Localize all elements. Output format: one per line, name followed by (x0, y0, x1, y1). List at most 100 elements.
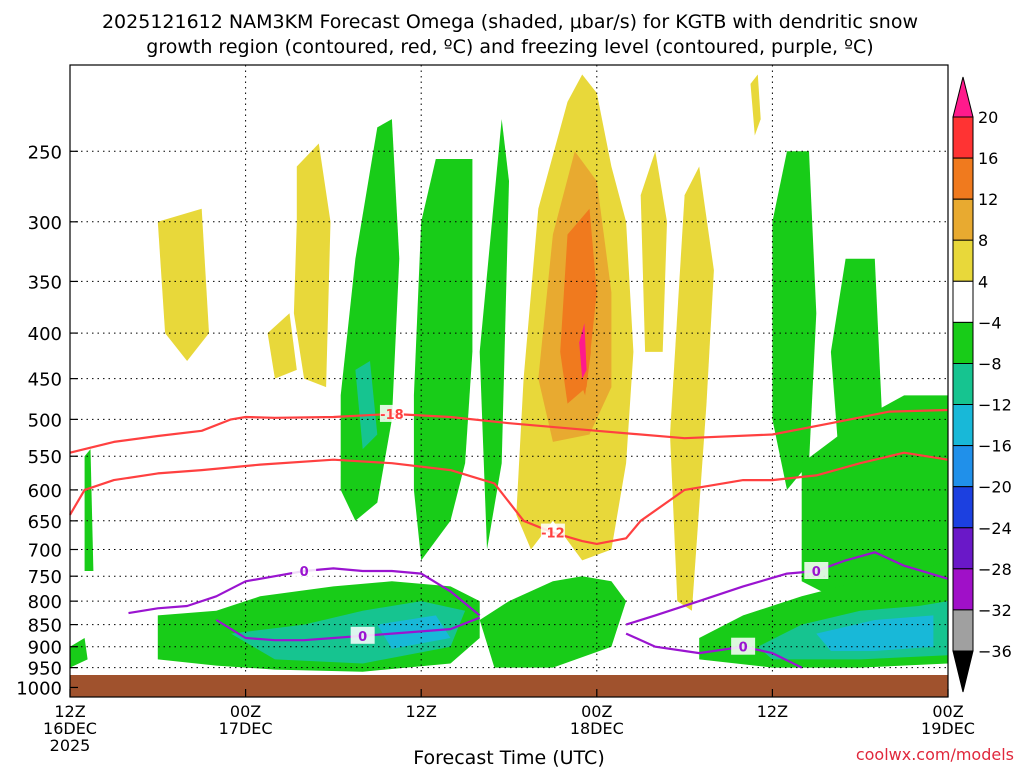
x-tick-label: 12Z (406, 702, 437, 721)
ground-terrain (70, 675, 948, 697)
contour-line (215, 616, 481, 642)
y-axis: 2503003504004505005506006507007508008509… (16, 142, 78, 699)
colorbar-segment (952, 527, 974, 570)
contour-label: 0 (358, 630, 367, 645)
contour-lines: -18 -12 0 0 0 0 (69, 404, 949, 669)
colorbar: 20 16 12 8 4 −4 −8 −12 −16 −20 −24 −28 −32 −36 (952, 76, 1012, 693)
omega-region (157, 208, 209, 361)
x-tick-label: 18DEC (570, 719, 624, 738)
x-tick-label: 00Z (230, 702, 261, 721)
omega-region (479, 119, 509, 550)
colorbar-label: −24 (978, 519, 1012, 538)
x-tick-label: 00Z (581, 702, 612, 721)
colorbar-segment (952, 239, 974, 282)
x-tick-label: 17DEC (219, 719, 273, 738)
omega-region (355, 361, 378, 450)
omega-region (267, 313, 297, 379)
omega-region (670, 166, 714, 611)
contour-line (625, 632, 803, 669)
colorbar-segment (952, 445, 974, 488)
credit-text: coolwx.com/models (856, 745, 1014, 764)
x-axis-label: Forecast Time (UTC) (413, 747, 604, 768)
contour-label-bg (540, 523, 565, 541)
omega-region (413, 159, 473, 561)
y-tick-label: 500 (28, 410, 62, 431)
contour-label-bg (379, 404, 404, 422)
y-tick-label: 450 (28, 370, 62, 391)
contour-label-bg (731, 637, 756, 655)
y-tick-label: 600 (28, 481, 62, 502)
y-tick-label: 950 (28, 659, 62, 680)
contour-label: 0 (812, 565, 821, 580)
contour-label: -12 (541, 527, 565, 542)
omega-region (84, 449, 94, 571)
colorbar-label: −28 (978, 560, 1012, 579)
colorbar-label: −4 (978, 313, 1002, 332)
omega-region (231, 601, 466, 664)
colorbar-top-arrow (952, 76, 974, 118)
contour-label: -18 (380, 408, 404, 423)
omega-region (830, 258, 883, 464)
omega-region (70, 638, 88, 668)
colorbar-segment (952, 280, 974, 323)
colorbar-segment (952, 404, 974, 447)
colorbar-segment (952, 609, 974, 652)
omega-region (816, 615, 934, 651)
omega-region (293, 143, 331, 388)
x-tick-label: 19DEC (921, 719, 975, 738)
omega-region (640, 151, 667, 352)
y-tick-label: 400 (28, 324, 62, 345)
y-tick-label: 650 (28, 512, 62, 533)
omega-region (772, 151, 817, 490)
chart-title-line-1: 2025121612 NAM3KM Forecast Omega (shaded… (102, 11, 918, 33)
y-tick-label: 550 (28, 447, 62, 468)
y-tick-label: 350 (28, 272, 62, 293)
colorbar-label: −8 (978, 354, 1002, 373)
contour-label: 0 (739, 641, 748, 656)
contour-label-bg (292, 561, 317, 579)
colorbar-segment (952, 568, 974, 611)
colorbar-segment (952, 198, 974, 241)
colorbar-segment (952, 363, 974, 406)
y-tick-label: 250 (28, 142, 62, 163)
colorbar-segment (952, 486, 974, 529)
contour-label-bg (804, 561, 829, 579)
colorbar-label: 12 (978, 190, 998, 209)
colorbar-label: −20 (978, 478, 1012, 497)
y-tick-label: 300 (28, 213, 62, 234)
contour-label-bg (350, 626, 375, 644)
colorbar-label: 4 (978, 272, 988, 291)
y-tick-label: 1000 (16, 678, 62, 699)
omega-shading (70, 74, 948, 672)
omega-region (479, 576, 627, 668)
colorbar-label: 8 (978, 231, 988, 250)
y-tick-label: 700 (28, 541, 62, 562)
x-tick-label: 2025 (50, 736, 91, 755)
y-tick-label: 800 (28, 592, 62, 613)
colorbar-label: −36 (978, 642, 1012, 661)
colorbar-label: 16 (978, 149, 998, 168)
colorbar-segment (952, 321, 974, 364)
chart-title-line-2: growth region (contoured, red, ºC) and f… (146, 36, 873, 58)
colorbar-bottom-arrow (952, 650, 974, 693)
x-tick-label: 00Z (932, 702, 963, 721)
colorbar-label: −32 (978, 601, 1012, 620)
colorbar-segment (952, 157, 974, 200)
contour-line (69, 408, 949, 454)
omega-region (750, 74, 761, 136)
colorbar-segment (952, 116, 974, 159)
plot-frame (69, 64, 949, 698)
y-tick-label: 900 (28, 638, 62, 659)
y-tick-label: 850 (28, 616, 62, 637)
colorbar-label: −12 (978, 396, 1012, 415)
contour-label: 0 (300, 565, 309, 580)
colorbar-label: 20 (978, 108, 998, 127)
x-tick-label: 16DEC (43, 719, 97, 738)
contour-line (625, 551, 949, 626)
x-tick-label: 12Z (54, 702, 85, 721)
omega-region (579, 323, 587, 379)
colorbar-label: −16 (978, 437, 1012, 456)
